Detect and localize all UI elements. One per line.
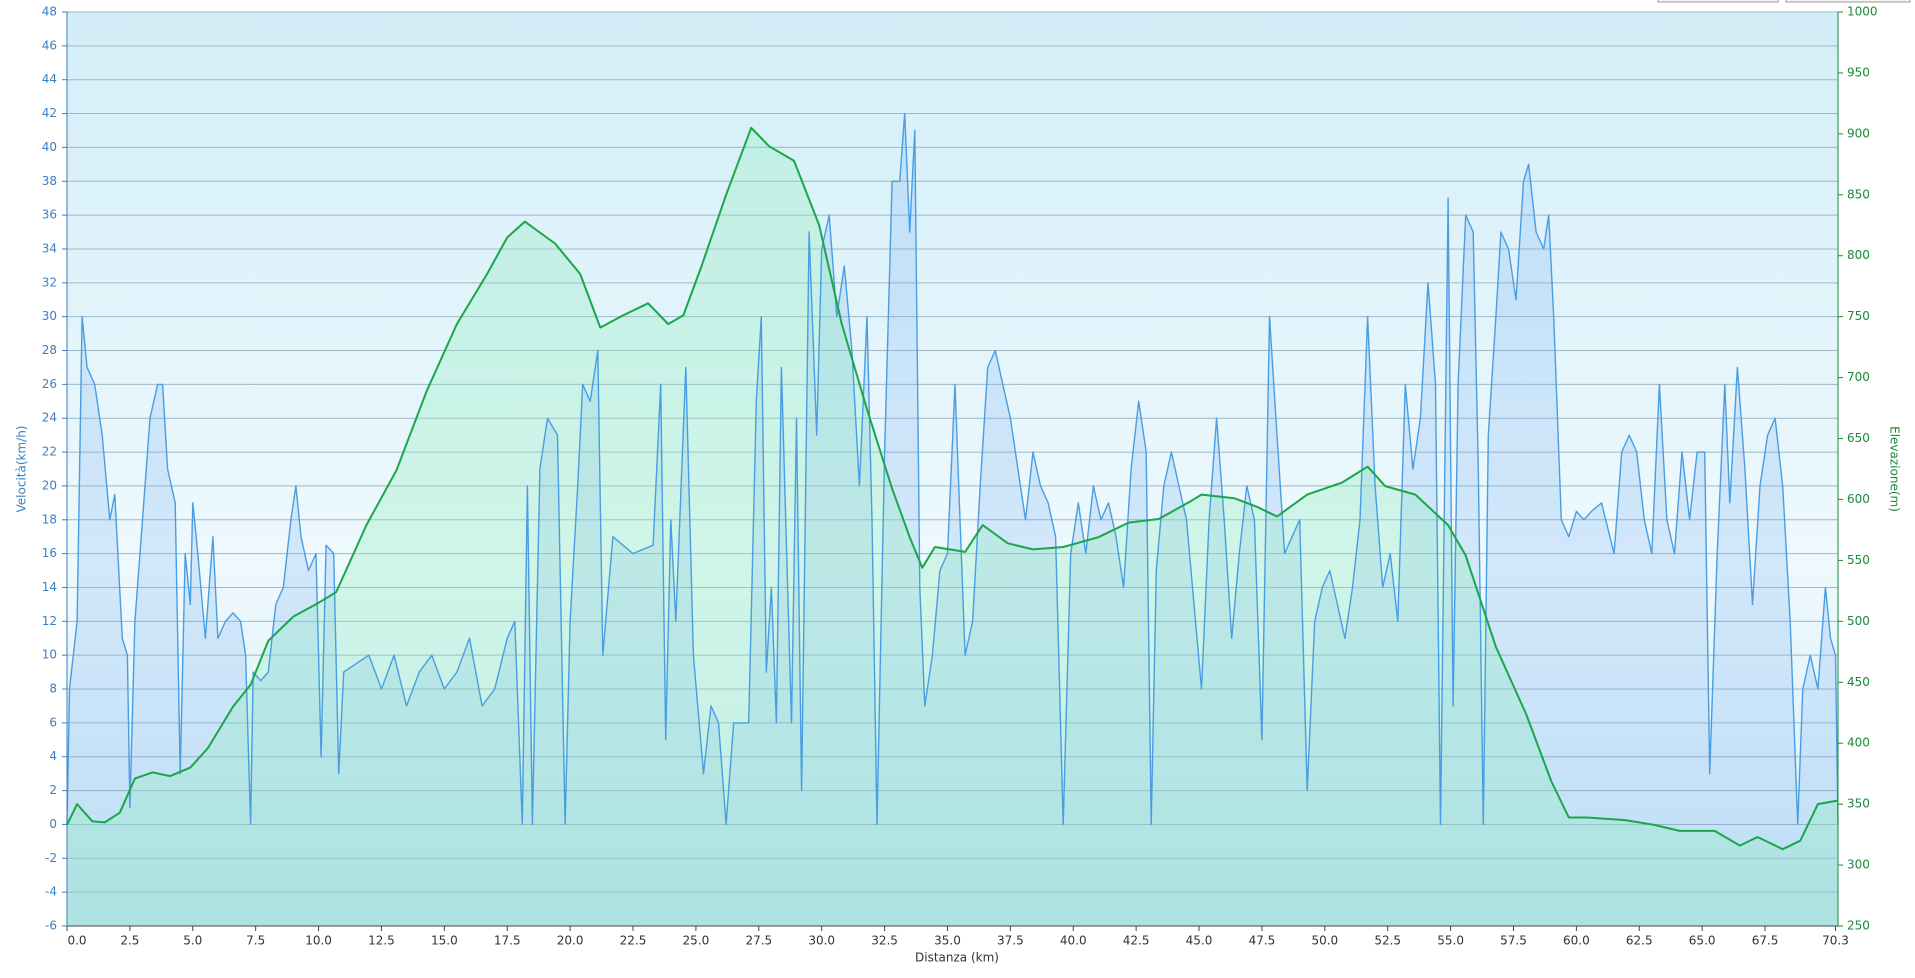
x-tick-label: 32.5 (871, 934, 898, 948)
y2-tick-label: 800 (1847, 248, 1870, 262)
area (67, 113, 1838, 927)
y-tick-label: 0 (49, 817, 57, 831)
x-tick-label: 5.0 (183, 934, 202, 948)
y-tick-label: 20 (42, 478, 57, 492)
x-tick-label: 2.5 (120, 934, 139, 948)
x-tick-label: 22.5 (620, 934, 647, 948)
y-axis-label: Velocità(km/h) (15, 426, 29, 513)
x-tick-label: 27.5 (745, 934, 772, 948)
y-tick-label: 36 (42, 208, 57, 222)
y-tick-label: 22 (42, 445, 57, 459)
y-tick-label: 10 (42, 648, 57, 662)
y-tick-label: 38 (42, 174, 57, 188)
y-tick-label: 24 (42, 411, 57, 425)
y-tick-label: 34 (42, 241, 57, 255)
line (66, 112, 1839, 826)
y2-tick-label: 350 (1847, 797, 1870, 811)
y2-tick-label: 300 (1847, 858, 1870, 872)
y2-axis-label: Elevazione(m) (1888, 426, 1902, 512)
y-tick-label: 44 (42, 72, 57, 86)
plot-area (67, 12, 1838, 926)
y-tick-label: 14 (42, 580, 57, 594)
y-tick-label: -6 (45, 919, 57, 933)
y-tick-label: 16 (42, 546, 57, 560)
y2-tick-label: 450 (1847, 675, 1870, 689)
x-tick-label: 25.0 (683, 934, 710, 948)
x-tick-label: 55.0 (1437, 934, 1464, 948)
area (67, 127, 1838, 927)
x-tick-label: 35.0 (934, 934, 961, 948)
x-tick-label: 47.5 (1249, 934, 1276, 948)
x-tick-label: 60.0 (1563, 934, 1590, 948)
x-tick-label: 10.0 (305, 934, 332, 948)
y2-tick-label: 500 (1847, 614, 1870, 628)
y2-tick-label: 900 (1847, 126, 1870, 140)
y-tick-label: 40 (42, 140, 57, 154)
x-tick-label: 15.0 (431, 934, 458, 948)
y-tick-label: 30 (42, 309, 57, 323)
x-tick-label: 50.0 (1311, 934, 1338, 948)
button[interactable] (1785, 0, 1911, 3)
x-tick-label: 45.0 (1186, 934, 1213, 948)
x-tick-label: 40.0 (1060, 934, 1087, 948)
x-tick-label: 42.5 (1123, 934, 1150, 948)
y2-tick-label: 950 (1847, 65, 1870, 79)
x-tick-label: 7.5 (246, 934, 265, 948)
x-tick-label: 57.5 (1500, 934, 1527, 948)
line (66, 126, 1839, 851)
y-tick-label: 48 (42, 5, 57, 19)
x-tick-label: 70.3 (1822, 934, 1849, 948)
y-tick-label: 8 (49, 682, 57, 696)
y2-tick-label: 700 (1847, 370, 1870, 384)
y2-tick-label: 600 (1847, 492, 1870, 506)
y2-tick-label: 400 (1847, 736, 1870, 750)
y-tick-label: 28 (42, 343, 57, 357)
x-tick-label: 62.5 (1626, 934, 1653, 948)
x-tick-label: 30.0 (808, 934, 835, 948)
y2-tick-label: 1000 (1847, 5, 1878, 19)
x-tick-label: 20.0 (557, 934, 584, 948)
y-tick-label: 4 (49, 749, 57, 763)
y-tick-label: 12 (42, 614, 57, 628)
y-tick-label: 42 (42, 106, 57, 120)
x-tick-label: 67.5 (1752, 934, 1779, 948)
y-tick-label: -2 (45, 851, 57, 865)
y2-tick-label: 850 (1847, 187, 1870, 201)
y-tick-label: 32 (42, 275, 57, 289)
x-tick-label: 37.5 (997, 934, 1024, 948)
y-tick-label: 46 (42, 38, 57, 52)
y2-tick-label: 250 (1847, 919, 1870, 933)
x-tick-label: 12.5 (368, 934, 395, 948)
x-tick-label: 65.0 (1689, 934, 1716, 948)
x-tick-label: 52.5 (1374, 934, 1401, 948)
y-tick-label: 18 (42, 512, 57, 526)
x-axis-label: Distanza (km) (915, 951, 999, 965)
x-tick-label: 17.5 (494, 934, 521, 948)
button[interactable] (1657, 0, 1779, 3)
y-tick-label: -4 (45, 885, 57, 899)
y2-tick-label: 550 (1847, 553, 1870, 567)
y2-tick-label: 650 (1847, 431, 1870, 445)
y-tick-label: 6 (49, 715, 57, 729)
y2-tick-label: 750 (1847, 309, 1870, 323)
x-tick-label: 0.0 (67, 934, 86, 948)
y-tick-label: 2 (49, 783, 57, 797)
y-tick-label: 26 (42, 377, 57, 391)
